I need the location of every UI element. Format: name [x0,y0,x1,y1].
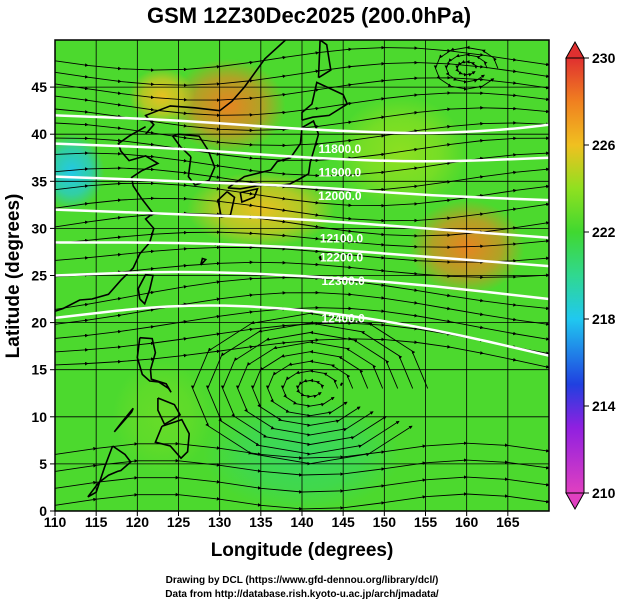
coastline [239,187,259,204]
x-tick-label: 145 [331,514,355,530]
y-tick-label: 45 [31,79,47,95]
streamline-tropical [55,458,549,477]
y-tick-label: 20 [31,315,47,331]
temperature-anomaly [129,68,195,125]
colorbar-tick-label: 230 [592,50,616,66]
contour-label: 12400.0 [321,312,365,326]
chart-title: GSM 12Z30Dec2025 (200.0hPa) [147,3,471,28]
coastline [301,81,349,121]
contour-label: 12000.0 [318,189,362,203]
streamline-tropical [55,492,549,511]
contour-label: 11800.0 [319,142,362,156]
height-contour-line [55,241,549,268]
y-tick-label: 35 [31,173,47,189]
colorbar-tick-label: 226 [592,137,616,153]
y-tick-label: 15 [31,362,47,378]
coastline [154,418,191,460]
y-axis-label: Latitude (degrees) [3,194,24,359]
coastline [157,397,182,426]
x-tick-label: 150 [373,514,397,530]
coastline [340,382,343,387]
y-axis: 0 5 10 15 20 25 30 35 40 45 [31,79,55,519]
credit-data-source: Data from http://database.rish.kyoto-u.a… [165,589,439,600]
height-contour-line [55,270,549,301]
height-contour-line [55,304,549,357]
contour-labels: 11800.0 11900.0 12000.0 12100.0 12200.0 12300… [318,142,365,326]
coastline [113,407,134,433]
colorbar-tick-label: 222 [592,224,616,240]
credit-dcl: Drawing by DCL (https://www.gfd-dennou.o… [166,575,439,586]
coastline [318,255,322,261]
coastline [137,273,154,306]
streamline-tropical [55,441,549,460]
colorbar-ticks: 210 214 218 222 226 230 [584,50,616,501]
colorbar-tick-label: 214 [592,398,616,414]
x-tick-label: 140 [290,514,314,530]
y-tick-label: 25 [31,268,47,284]
contour-label: 12300.0 [321,274,365,288]
streamline-tropical [55,475,549,494]
colorbar: 210 214 218 222 226 230 [565,40,616,511]
x-axis: 110 115 120 125 130 135 140 145 150 155 160 165 [44,511,520,530]
height-contour-line [55,142,549,163]
x-tick-label: 160 [455,514,479,530]
y-tick-label: 30 [31,220,47,236]
height-contour-line [55,175,549,202]
colorbar-tick-label: 210 [592,485,616,501]
x-tick-label: 135 [249,514,273,530]
y-tick-label: 10 [31,409,47,425]
x-tick-label: 120 [126,514,150,530]
y-tick-label: 0 [39,503,47,519]
height-contour-line [55,208,549,240]
contour-label: 12200.0 [320,250,364,264]
y-tick-label: 5 [39,456,47,472]
x-tick-label: 115 [85,514,108,530]
x-axis-label: Longitude (degrees) [211,540,394,561]
x-tick-label: 125 [167,514,191,530]
streamline-anticyclone [433,45,499,91]
colorbar-min-triangle [565,492,585,511]
x-tick-label: 165 [496,514,520,530]
plot-area: 11800.0 11900.0 12000.0 12100.0 12200.0 12300… [55,40,549,511]
height-contours [55,114,549,357]
height-contour-line [55,114,549,135]
x-tick-label: 155 [414,514,438,530]
coastline [136,336,172,393]
x-tick-label: 110 [44,514,67,530]
colorbar-max-triangle [565,40,585,59]
contour-label: 12100.0 [320,232,364,246]
coastline [199,257,208,266]
x-tick-label: 130 [208,514,232,530]
coastline [87,445,132,498]
coastline [317,40,332,79]
colorbar-tick-label: 218 [592,311,616,327]
colorbar-bar [565,57,585,494]
contour-label: 11900.0 [319,166,362,180]
y-tick-label: 40 [31,126,47,142]
